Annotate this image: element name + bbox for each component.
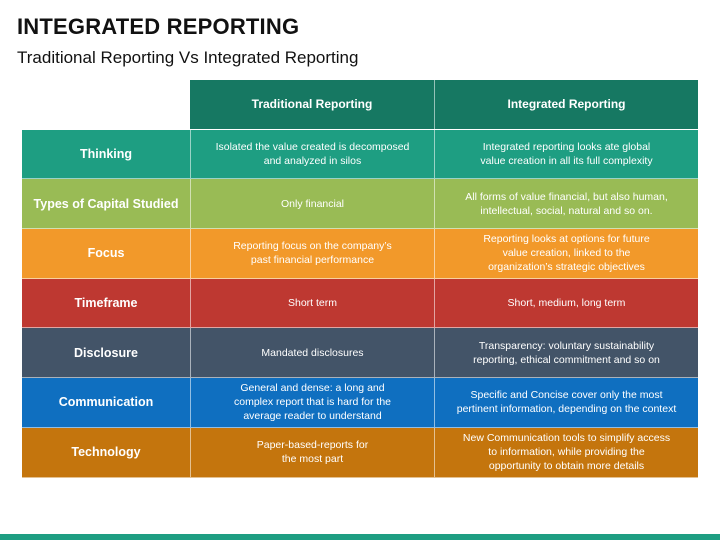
traditional-cell: Isolated the value created is decomposed… xyxy=(190,129,434,179)
footer-bar xyxy=(0,534,720,540)
table-row: Disclosure Mandated disclosures Transparen… xyxy=(22,328,698,379)
slide-subtitle: Traditional Reporting Vs Integrated Repo… xyxy=(17,48,359,67)
row-label: Communication xyxy=(58,395,154,410)
traditional-cell: Only financial xyxy=(190,179,434,229)
integrated-cell: Specific and Concise cover only the most… xyxy=(434,378,698,427)
integrated-cell: Integrated reporting looks ate global va… xyxy=(434,129,698,179)
table-row: Technology Paper-based-reports for the mo… xyxy=(22,427,698,478)
row-label: Thinking xyxy=(79,147,133,162)
row-label: Focus xyxy=(87,246,125,261)
integrated-cell: Reporting looks at options for future va… xyxy=(434,229,698,278)
row-label: Disclosure xyxy=(74,345,138,360)
table-header-row: Traditional Reporting Integrated Reporti… xyxy=(22,80,698,130)
table-row: Thinking Isolated the value created is de… xyxy=(22,129,698,180)
header-empty-cell xyxy=(22,80,190,129)
table-row: Focus Reporting focus on the company’s pa… xyxy=(22,229,698,279)
integrated-cell: New Communication tools to simplify acce… xyxy=(434,427,698,477)
traditional-cell: Mandated disclosures xyxy=(190,328,434,378)
table-row: Timeframe Short term Short, medium, long t… xyxy=(22,278,698,329)
comparison-table: Traditional Reporting Integrated Reporti… xyxy=(22,80,698,478)
integrated-cell: Short, medium, long term xyxy=(434,278,698,328)
integrated-cell: All forms of value financial, but also h… xyxy=(434,179,698,229)
slide-title: INTEGRATED REPORTING xyxy=(17,14,300,39)
integrated-cell: Transparency: voluntary sustainability r… xyxy=(434,328,698,378)
table-row: Types of Capital Studied Only financial Al… xyxy=(22,179,698,230)
traditional-cell: Short term xyxy=(190,278,434,328)
row-label: Timeframe xyxy=(74,296,138,311)
row-label: Types of Capital Studied xyxy=(33,196,179,211)
header-integrated: Integrated Reporting xyxy=(434,80,698,129)
row-label: Technology xyxy=(71,445,141,460)
traditional-cell: Reporting focus on the company’s past fi… xyxy=(190,229,434,278)
header-traditional: Traditional Reporting xyxy=(190,80,434,129)
traditional-cell: Paper-based-reports for the most part xyxy=(190,427,434,477)
table-row: Communication General and dense: a long a… xyxy=(22,378,698,428)
traditional-cell: General and dense: a long and complex re… xyxy=(190,378,434,427)
